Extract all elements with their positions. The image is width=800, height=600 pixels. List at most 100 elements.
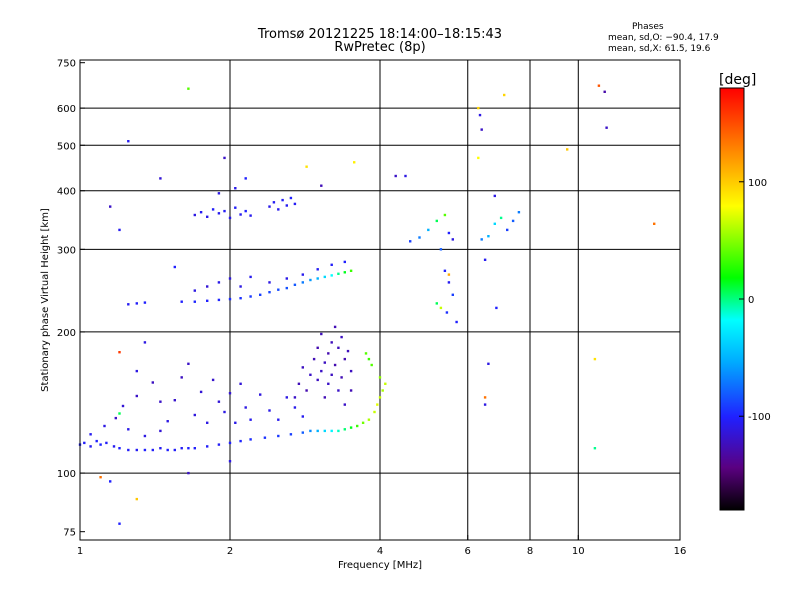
y-tick-label: 200 — [57, 328, 76, 339]
data-point — [187, 362, 190, 365]
data-point — [234, 206, 237, 209]
data-point — [447, 231, 451, 235]
data-point — [301, 281, 304, 284]
data-point — [443, 213, 447, 217]
data-point — [293, 202, 297, 206]
data-point — [277, 208, 280, 211]
data-point — [301, 366, 304, 369]
y-tick-label: 300 — [57, 245, 76, 256]
data-point — [605, 126, 608, 129]
data-point — [603, 90, 606, 93]
data-point — [285, 396, 288, 399]
data-point — [499, 216, 503, 220]
data-point — [159, 400, 162, 403]
data-point — [234, 421, 237, 424]
data-point — [180, 447, 183, 450]
data-point — [95, 439, 98, 443]
data-point — [381, 389, 384, 392]
data-point — [503, 93, 506, 97]
data-point — [121, 404, 125, 408]
data-point — [370, 363, 373, 367]
data-point — [187, 471, 190, 475]
data-point — [206, 215, 209, 218]
x-tick-label: 4 — [377, 546, 383, 557]
y-tick-label: 100 — [57, 469, 76, 480]
data-point — [217, 443, 221, 446]
data-point — [135, 369, 138, 373]
data-point — [159, 429, 162, 433]
data-point — [333, 363, 337, 367]
data-point — [143, 448, 147, 452]
data-point — [206, 299, 209, 302]
data-point — [378, 396, 382, 399]
data-point — [206, 445, 209, 448]
x-tick-label: 1 — [77, 546, 83, 557]
data-point — [89, 445, 92, 448]
data-point — [653, 222, 656, 225]
data-point — [159, 177, 162, 180]
data-point — [217, 192, 221, 195]
data-point — [323, 429, 326, 433]
data-point — [376, 403, 379, 406]
data-point — [173, 265, 176, 269]
data-point — [173, 448, 176, 452]
data-point — [418, 236, 421, 239]
data-point — [159, 447, 162, 450]
data-point — [118, 228, 121, 232]
data-point — [118, 522, 121, 525]
data-point — [259, 293, 262, 296]
data-point — [373, 410, 376, 414]
grid-lines — [80, 60, 680, 540]
data-point — [349, 369, 353, 373]
data-point — [239, 439, 242, 443]
data-point — [289, 433, 293, 436]
data-point — [89, 433, 92, 436]
data-point — [404, 174, 407, 178]
data-point — [127, 428, 130, 431]
data-point — [483, 258, 487, 261]
data-point — [330, 274, 333, 277]
data-point — [343, 428, 346, 431]
data-point — [206, 421, 209, 424]
x-tick-label: 16 — [674, 546, 687, 557]
data-point — [99, 443, 102, 446]
data-point — [217, 281, 221, 284]
data-point — [277, 418, 280, 421]
data-point — [118, 351, 121, 354]
y-axis-label: Stationary phase Virtual Height [km] — [40, 208, 51, 392]
data-point — [143, 301, 147, 304]
data-point — [367, 357, 371, 361]
data-point — [330, 341, 333, 344]
x-tick-label: 6 — [465, 546, 471, 557]
data-point — [135, 497, 138, 501]
data-point — [323, 361, 326, 364]
data-point — [506, 228, 509, 232]
data-point — [320, 332, 323, 336]
data-point — [593, 447, 597, 450]
data-point — [199, 211, 203, 214]
data-point — [305, 165, 308, 168]
data-point — [127, 140, 130, 143]
data-point — [455, 320, 458, 324]
data-point — [451, 238, 454, 241]
data-point — [223, 410, 226, 414]
phases-heading: Phases — [632, 22, 664, 32]
data-point — [340, 335, 343, 339]
data-point — [477, 106, 480, 110]
data-point — [289, 196, 293, 200]
data-point — [83, 441, 86, 445]
data-point — [151, 381, 154, 384]
data-point — [443, 269, 447, 272]
colorbar-tick-label: -100 — [748, 412, 771, 423]
data-point — [217, 400, 221, 403]
data-point — [361, 421, 365, 424]
data-point — [223, 156, 226, 160]
data-point — [337, 429, 340, 433]
data-point — [305, 389, 308, 392]
data-point — [330, 263, 333, 266]
data-point — [180, 376, 183, 379]
data-point — [249, 214, 252, 217]
data-point — [193, 300, 196, 303]
data-point — [343, 403, 346, 406]
data-point — [483, 403, 487, 406]
